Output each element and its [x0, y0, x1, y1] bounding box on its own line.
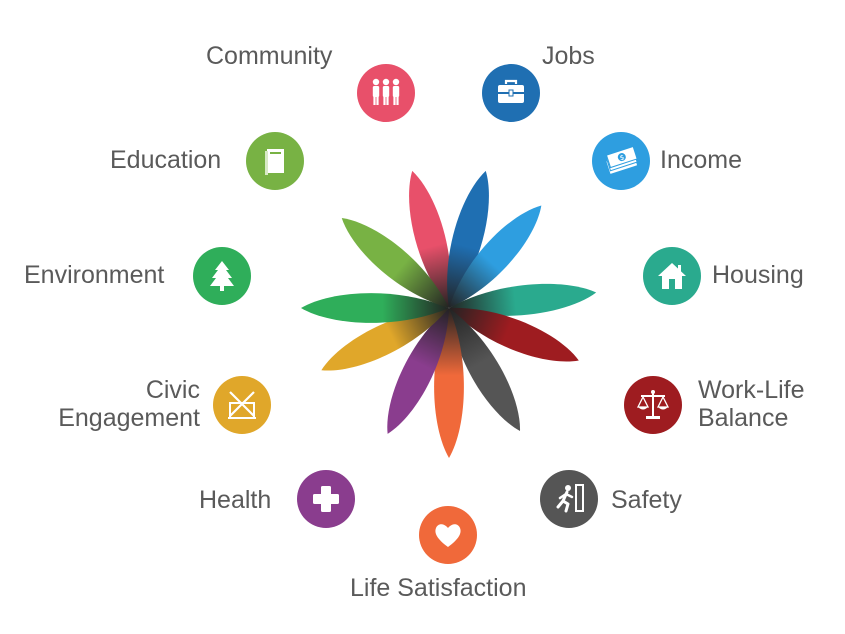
safety-icon-circle: [540, 470, 598, 528]
education-icon-circle: [246, 132, 304, 190]
label-education: Education: [110, 146, 222, 174]
label-health: Health: [199, 486, 272, 514]
housing-icon-circle: [643, 247, 701, 305]
work-life-balance-icon-circle: [624, 376, 682, 434]
label-jobs: Jobs: [542, 42, 595, 70]
house-icon: [658, 263, 686, 289]
tree-icon: [210, 261, 234, 291]
label-safety: Safety: [611, 486, 682, 514]
civic-engagement-icon-circle: [213, 376, 271, 434]
label-housing: Housing: [712, 261, 804, 289]
income-icon-circle: $: [592, 132, 650, 190]
petal-education: [341, 218, 449, 308]
petal-environment: [301, 293, 449, 323]
petal-health: [387, 308, 449, 434]
petal-community: [409, 170, 451, 308]
petal-safety: [449, 308, 521, 431]
label-income: Income: [660, 146, 742, 174]
people-icon: [372, 78, 400, 105]
label-environment: Environment: [24, 261, 165, 289]
environment-icon-circle: [193, 247, 251, 305]
label-community: Community: [206, 42, 333, 70]
running-person-icon: [556, 484, 584, 513]
petal-income: [449, 205, 542, 308]
petal-work-life: [449, 307, 579, 362]
money-icon: $: [605, 145, 638, 174]
community-icon-circle: [357, 64, 415, 122]
jobs-icon-circle: [482, 64, 540, 122]
heart-icon: [435, 524, 461, 547]
book-icon: [265, 149, 284, 175]
label-life-satisfaction: Life Satisfaction: [350, 574, 527, 602]
label-civic-engagement: Civic Engagement: [58, 376, 200, 432]
petal-civic: [321, 308, 449, 371]
life-satisfaction-icon-circle: [419, 506, 477, 564]
briefcase-icon: [498, 79, 524, 103]
petal-housing: [449, 283, 597, 316]
health-icon-circle: [297, 470, 355, 528]
svg-text:$: $: [619, 155, 625, 163]
ballot-icon: [228, 391, 256, 419]
petal-jobs: [447, 170, 489, 308]
health-cross-icon: [313, 486, 339, 512]
scales-icon: [636, 390, 670, 419]
label-work-life-balance: Work-Life Balance: [698, 376, 805, 432]
